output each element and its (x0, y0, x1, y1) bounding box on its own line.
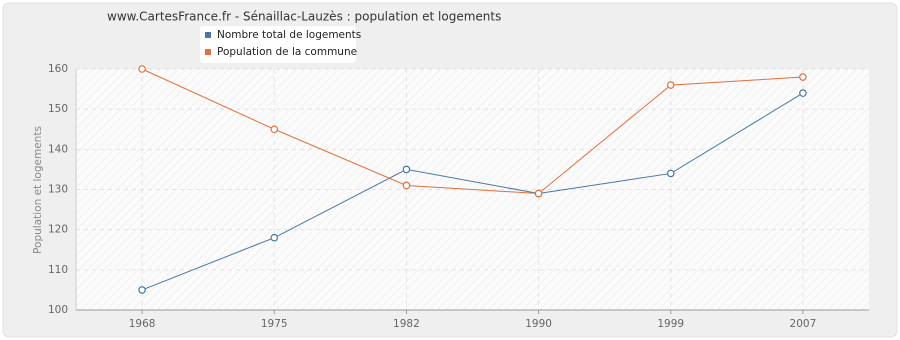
data-point (799, 89, 807, 97)
x-tick-label: 1990 (525, 318, 552, 330)
x-tick-label: 1999 (657, 318, 684, 330)
y-tick-label: 130 (48, 184, 68, 196)
data-point (270, 125, 279, 134)
chart-title: www.CartesFrance.fr - Sénaillac-Lauzès :… (107, 10, 501, 24)
data-point (402, 165, 411, 174)
data-point (270, 233, 279, 242)
data-point (666, 81, 675, 89)
x-tick-label: 2007 (790, 318, 817, 330)
data-point (666, 169, 675, 178)
legend-swatch (205, 49, 211, 55)
y-tick-label: 120 (48, 224, 68, 236)
data-point (799, 73, 807, 81)
legend (200, 26, 356, 63)
data-point (402, 181, 411, 190)
y-tick-label: 110 (48, 264, 68, 276)
series-line (141, 68, 803, 195)
y-tick-label: 100 (48, 304, 68, 316)
legend-label: Population de la commune (217, 46, 357, 58)
series-line (141, 92, 804, 291)
x-tick-label: 1975 (261, 318, 288, 330)
y-tick-label: 160 (48, 63, 68, 75)
data-point (138, 286, 146, 294)
legend-label: Nombre total de logements (217, 29, 361, 41)
legend-swatch (205, 32, 211, 38)
data-point (534, 189, 543, 198)
y-tick-label: 140 (48, 143, 68, 155)
x-tick-label: 1982 (393, 318, 420, 330)
y-tick-label: 150 (48, 103, 68, 115)
y-axis-label: Population et logements (32, 126, 44, 254)
x-tick-label: 1968 (129, 318, 156, 330)
data-point (138, 65, 146, 73)
